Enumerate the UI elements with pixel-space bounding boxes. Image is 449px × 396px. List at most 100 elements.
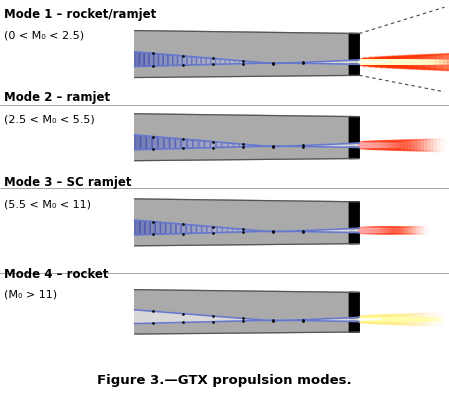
- Polygon shape: [248, 230, 253, 232]
- Polygon shape: [359, 228, 388, 232]
- Polygon shape: [359, 313, 424, 326]
- Polygon shape: [359, 140, 395, 150]
- Polygon shape: [135, 146, 359, 161]
- Polygon shape: [359, 315, 377, 324]
- Polygon shape: [152, 137, 158, 149]
- Polygon shape: [253, 230, 258, 232]
- Polygon shape: [359, 318, 413, 322]
- Polygon shape: [230, 60, 234, 64]
- Polygon shape: [359, 143, 402, 147]
- Polygon shape: [135, 310, 359, 324]
- Polygon shape: [359, 60, 379, 64]
- Polygon shape: [359, 55, 413, 69]
- Polygon shape: [359, 60, 395, 64]
- Polygon shape: [359, 141, 388, 150]
- Polygon shape: [279, 231, 284, 232]
- Polygon shape: [359, 53, 449, 71]
- Polygon shape: [191, 225, 197, 233]
- Polygon shape: [181, 224, 186, 234]
- Polygon shape: [181, 139, 187, 148]
- Polygon shape: [359, 55, 407, 69]
- Polygon shape: [145, 221, 150, 234]
- Polygon shape: [359, 60, 375, 64]
- Polygon shape: [359, 314, 413, 326]
- Polygon shape: [359, 141, 382, 150]
- Polygon shape: [359, 318, 440, 322]
- Polygon shape: [135, 290, 359, 321]
- Polygon shape: [135, 30, 359, 63]
- Polygon shape: [201, 57, 206, 65]
- Polygon shape: [359, 139, 420, 151]
- Polygon shape: [228, 143, 233, 147]
- Polygon shape: [144, 53, 149, 66]
- Polygon shape: [359, 318, 422, 322]
- Polygon shape: [249, 61, 254, 63]
- Polygon shape: [359, 318, 391, 322]
- Polygon shape: [359, 60, 387, 64]
- Polygon shape: [359, 60, 449, 64]
- Polygon shape: [359, 318, 404, 322]
- Text: Mode 1 – rocket/ramjet: Mode 1 – rocket/ramjet: [4, 8, 157, 21]
- Polygon shape: [359, 314, 392, 325]
- Text: Mode 2 – ramjet: Mode 2 – ramjet: [4, 91, 110, 104]
- Polygon shape: [359, 57, 377, 68]
- Polygon shape: [359, 57, 365, 67]
- Polygon shape: [359, 139, 430, 151]
- Polygon shape: [198, 141, 204, 148]
- Polygon shape: [197, 57, 201, 65]
- Polygon shape: [303, 145, 309, 147]
- Polygon shape: [359, 228, 362, 232]
- Polygon shape: [359, 315, 366, 324]
- Polygon shape: [135, 114, 359, 147]
- Polygon shape: [359, 227, 364, 234]
- Polygon shape: [359, 55, 401, 69]
- Polygon shape: [254, 62, 258, 63]
- Polygon shape: [359, 227, 374, 234]
- Polygon shape: [359, 227, 367, 234]
- Polygon shape: [217, 227, 222, 232]
- Polygon shape: [187, 139, 193, 148]
- Polygon shape: [359, 315, 363, 324]
- Polygon shape: [349, 232, 359, 244]
- Polygon shape: [359, 314, 381, 324]
- Polygon shape: [359, 140, 410, 151]
- Polygon shape: [359, 60, 403, 64]
- Polygon shape: [359, 60, 399, 64]
- Polygon shape: [359, 53, 449, 71]
- Polygon shape: [359, 52, 449, 72]
- Polygon shape: [155, 222, 160, 234]
- Polygon shape: [359, 227, 400, 234]
- Polygon shape: [258, 230, 264, 232]
- Polygon shape: [359, 55, 418, 70]
- Polygon shape: [206, 58, 211, 65]
- Polygon shape: [359, 228, 391, 232]
- Polygon shape: [135, 231, 359, 246]
- Polygon shape: [135, 63, 359, 78]
- Polygon shape: [359, 143, 406, 147]
- Polygon shape: [166, 223, 171, 234]
- Polygon shape: [359, 52, 449, 72]
- Polygon shape: [359, 141, 369, 150]
- Polygon shape: [359, 61, 389, 63]
- Polygon shape: [359, 318, 436, 322]
- Polygon shape: [359, 228, 365, 232]
- Polygon shape: [204, 141, 210, 148]
- Polygon shape: [274, 231, 279, 232]
- Polygon shape: [359, 56, 383, 68]
- Polygon shape: [359, 313, 431, 326]
- Polygon shape: [163, 54, 168, 66]
- Polygon shape: [359, 318, 409, 322]
- Polygon shape: [234, 60, 239, 64]
- Polygon shape: [359, 51, 449, 73]
- Polygon shape: [359, 54, 424, 70]
- Polygon shape: [359, 314, 402, 325]
- Polygon shape: [359, 60, 423, 64]
- Polygon shape: [359, 227, 418, 234]
- Polygon shape: [135, 52, 359, 67]
- Polygon shape: [359, 60, 438, 64]
- Polygon shape: [222, 228, 227, 232]
- Polygon shape: [359, 143, 388, 147]
- Polygon shape: [359, 227, 362, 234]
- Polygon shape: [359, 227, 392, 234]
- Polygon shape: [359, 314, 417, 326]
